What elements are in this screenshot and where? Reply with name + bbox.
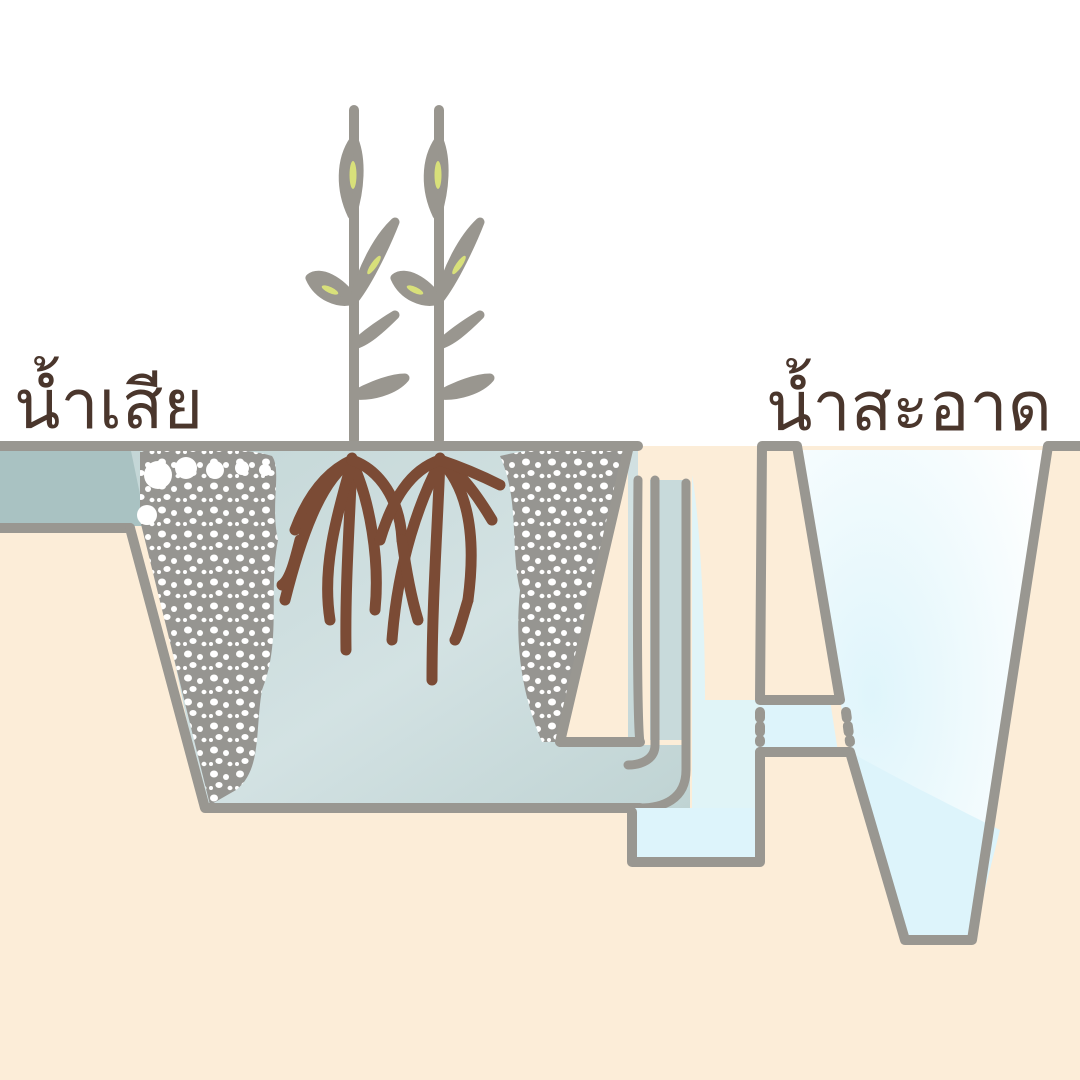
- outlet-pipe: [623, 475, 691, 813]
- wetland-plant: [305, 105, 495, 445]
- clean-water-label: น้ำสะอาด: [766, 368, 1052, 447]
- plant-roots: [276, 452, 506, 686]
- gravel-filter-right: [500, 447, 630, 742]
- gravel-filter-left: [140, 447, 278, 805]
- waste-water-label: น้ำเสีย: [14, 366, 204, 445]
- clean-pond-outline: [627, 441, 1080, 945]
- basin-outline: [0, 441, 645, 813]
- clean-water-channel: [632, 700, 838, 862]
- sky: [0, 0, 1080, 446]
